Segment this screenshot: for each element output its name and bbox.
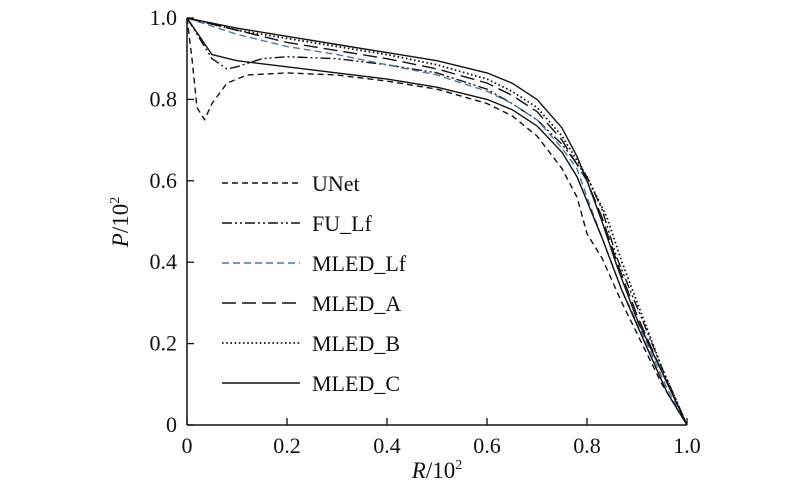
legend-label: UNet	[312, 171, 360, 196]
x-tick-label: 0.8	[573, 433, 601, 458]
series-line-mled-a	[186, 17, 688, 426]
y-axis-title: P/102	[108, 197, 133, 248]
series-line-mled-b	[186, 17, 688, 426]
axes	[186, 17, 688, 426]
y-tick-label: 0.8	[150, 86, 178, 111]
legend-label: MLED_Lf	[312, 251, 407, 276]
legend-label: MLED_A	[312, 291, 401, 316]
legend: UNet FU_Lf MLED_Lf MLED_A MLED_B MLED_C	[222, 171, 407, 396]
x-tick-label: 0.6	[473, 433, 501, 458]
series-line-unet	[186, 17, 688, 426]
x-tick-label: 0.4	[373, 433, 401, 458]
tick-labels: 0 0.2 0.4 0.6 0.8 1.0 0 0.2 0.4 0.6 0.8 1.0	[150, 5, 701, 458]
series-line-unlabeled-6	[186, 17, 688, 426]
y-tick-label: 0.6	[150, 168, 178, 193]
series-line-mled-c	[186, 17, 688, 426]
x-tick-label: 0.2	[273, 433, 301, 458]
x-tick-label: 1.0	[673, 433, 701, 458]
legend-label: MLED_B	[312, 331, 400, 356]
y-tick-label: 1.0	[150, 5, 178, 30]
series-line-mled-lf	[186, 17, 688, 426]
x-tick-label: 0	[182, 433, 193, 458]
x-axis-title: R/102	[411, 458, 462, 483]
series-line-fu-lf	[186, 17, 688, 426]
y-tick-label: 0.2	[150, 331, 178, 356]
y-tick-label: 0	[166, 412, 177, 437]
y-tick-label: 0.4	[150, 249, 178, 274]
legend-label: MLED_C	[312, 371, 400, 396]
series-layer	[186, 17, 688, 426]
axis-titles: R/102 P/102	[108, 197, 462, 483]
legend-label: FU_Lf	[312, 211, 373, 236]
